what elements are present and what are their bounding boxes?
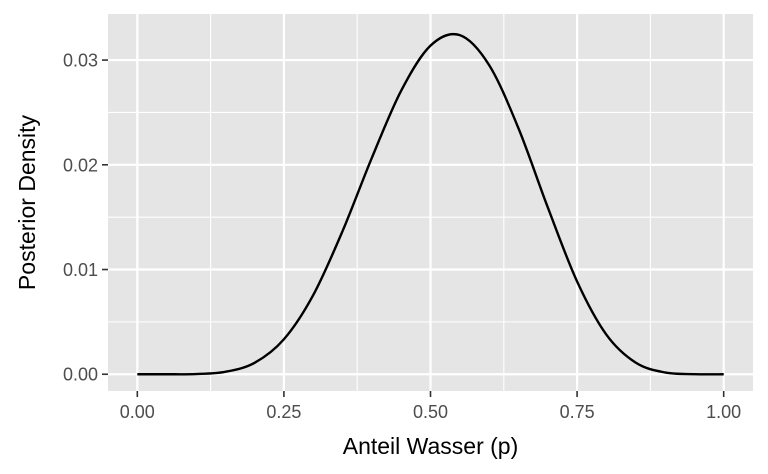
- y-axis-ticks: 0.00 0.01 0.02 0.03: [63, 51, 108, 385]
- y-tick-label: 0.01: [63, 260, 98, 280]
- y-tick-label: 0.03: [63, 51, 98, 71]
- x-axis-title: Anteil Wasser (p): [343, 433, 519, 459]
- x-tick-label: 0.25: [266, 402, 301, 422]
- grid-major: [108, 14, 753, 391]
- y-tick-label: 0.02: [63, 155, 98, 175]
- x-tick-label: 0.00: [120, 402, 155, 422]
- x-axis-ticks: 0.00 0.25 0.50 0.75 1.00: [120, 391, 741, 422]
- x-tick-label: 0.75: [560, 402, 595, 422]
- y-tick-label: 0.00: [63, 365, 98, 385]
- y-axis-title: Posterior Density: [14, 114, 40, 290]
- x-tick-label: 1.00: [706, 402, 741, 422]
- density-curve: [137, 32, 724, 376]
- x-tick-label: 0.50: [413, 402, 448, 422]
